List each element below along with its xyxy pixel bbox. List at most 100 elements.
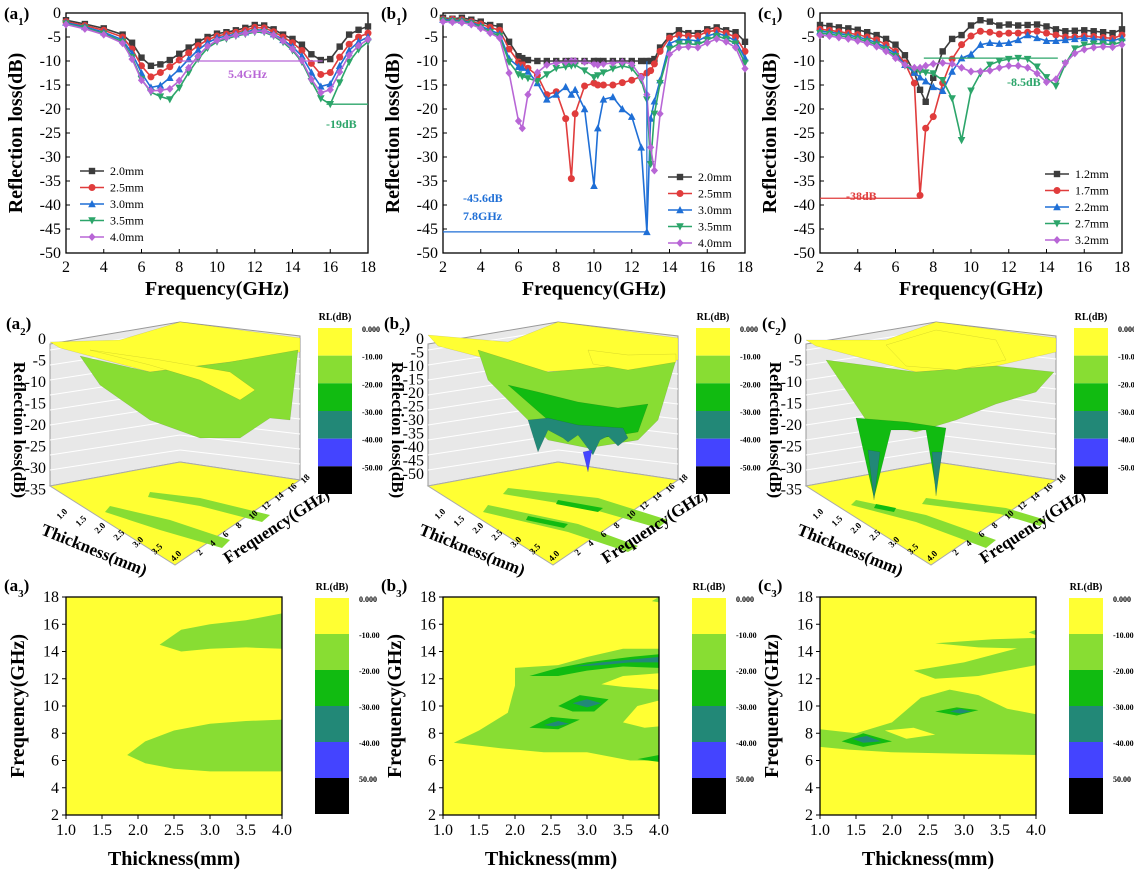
x-tick-label: 14	[662, 259, 678, 276]
x-axis-title: Thickness(mm)	[485, 848, 617, 870]
panel-label: (a1)	[4, 4, 29, 28]
marker-diamond	[1033, 69, 1041, 78]
marker-circle	[156, 69, 164, 77]
floor-contour-1	[874, 504, 896, 512]
marker-circle	[185, 49, 193, 57]
marker-circle	[317, 70, 325, 78]
marker-diamond	[863, 39, 871, 48]
marker-triangle	[518, 63, 527, 71]
marker-triangle	[175, 65, 184, 73]
surface-layer-1	[79, 349, 299, 439]
panel-label-sub: 3	[771, 588, 777, 600]
y-tick-label: 8	[805, 725, 813, 742]
marker-square	[854, 26, 861, 33]
colorbar-tick: -40.00	[736, 739, 757, 748]
marker-triangle	[948, 67, 956, 75]
marker-square	[298, 41, 306, 48]
legend-entry: 3.0mm	[698, 203, 732, 217]
marker-diamond	[986, 66, 994, 75]
marker-circle	[567, 175, 575, 183]
marker-triangle	[561, 82, 570, 91]
z-tick-label: -10	[403, 358, 424, 375]
chart-c1: (c1) 2 4 6 8 10 12 14 16 18 0 -5 -10 -15 -20 -25 -30 -35 -…	[758, 4, 1130, 300]
legend-entry: 1.7mm	[1075, 184, 1109, 198]
surface-layer-5	[587, 349, 677, 371]
contour-region-6	[913, 643, 1036, 679]
marker-triangle	[599, 95, 608, 103]
colorbar-tick: -30.00	[740, 408, 761, 417]
contour-region-1	[127, 719, 282, 772]
marker-diamond	[222, 33, 231, 42]
annotation-text: -38dB	[846, 189, 877, 203]
marker-diamond	[533, 68, 541, 77]
colorbar-band-3	[692, 706, 726, 742]
marker-diamond	[336, 68, 344, 77]
marker-circle	[948, 55, 956, 63]
colorbar-band-4	[696, 438, 730, 467]
marker-diamond	[825, 32, 834, 41]
panel-label-sub: 2	[399, 326, 405, 338]
y-tick-label: 6	[805, 753, 813, 770]
marker-circle	[910, 79, 918, 87]
colorbar-title: RL(dB)	[1070, 582, 1103, 593]
marker-diamond	[854, 36, 862, 45]
colorbar-band-2	[1069, 670, 1103, 706]
floor-projection	[804, 461, 1058, 566]
marker-square	[939, 48, 946, 55]
marker-triangle	[1061, 35, 1070, 44]
annotation-text: -8.5dB	[1007, 75, 1041, 89]
colorbar-tick: 50.00	[359, 775, 377, 784]
marker-circle	[336, 53, 344, 61]
y-tick-label: -15	[794, 77, 815, 94]
marker-square	[1052, 26, 1060, 33]
z-tick-label: -20	[781, 417, 802, 434]
colorbar-tick: -40.00	[740, 436, 761, 445]
marker-circle	[345, 40, 353, 48]
y-tick-label: -5	[802, 29, 815, 46]
marker-diamond	[543, 60, 551, 69]
contour-region-7	[543, 721, 569, 727]
x-tick-label: 2.5	[164, 822, 184, 839]
heatmap-a3: (a3) 1.0 1.5 2.0 2.5 3.0 3.5 4.0 2 4 6 8 10 12 14 16 18 T…	[4, 576, 380, 870]
marker-triangle	[637, 143, 645, 151]
marker-diamond	[676, 239, 684, 247]
marker-square	[157, 61, 164, 68]
marker-diamond	[901, 60, 909, 69]
x-tick-label: 3.5	[990, 822, 1010, 839]
colorbar-tick: -40.00	[359, 739, 380, 748]
colorbar-band-1	[696, 355, 730, 384]
y-tick-label: 14	[420, 644, 436, 661]
x-tick-label: 1.0	[56, 822, 76, 839]
marker-diamond	[260, 27, 268, 36]
marker-diamond	[967, 67, 975, 76]
z-axis-title: Reflection loss(dB)	[388, 362, 407, 498]
colorbar-band-4	[318, 438, 352, 467]
x-tick-label: 4.0	[1026, 822, 1046, 839]
marker-circle	[656, 47, 664, 55]
marker-triangle	[976, 40, 985, 48]
marker-square	[835, 24, 843, 31]
marker-triangle-down	[552, 65, 561, 73]
x-tick-label: 12	[624, 259, 640, 276]
marker-square	[88, 167, 96, 175]
marker-diamond	[307, 75, 315, 84]
marker-circle	[562, 115, 570, 123]
marker-triangle	[156, 81, 165, 89]
marker-circle	[571, 110, 579, 118]
z-tick-label: -45	[403, 453, 424, 470]
marker-circle	[88, 184, 96, 191]
marker-triangle-down	[88, 217, 96, 225]
colorbar-band-4	[315, 742, 349, 778]
colorbar-tick: -10.00	[359, 631, 380, 640]
x-tick-label: 1.5	[451, 513, 466, 528]
marker-diamond	[156, 86, 164, 95]
z-tick-label: 0	[416, 331, 424, 348]
y-tick-label: 2	[950, 547, 961, 558]
marker-triangle-down	[656, 79, 664, 88]
marker-triangle	[580, 105, 589, 113]
y-tick-label: -10	[794, 53, 815, 70]
marker-circle	[599, 81, 607, 89]
series-line	[819, 32, 1123, 141]
colorbar-title: RL(dB)	[316, 582, 349, 593]
